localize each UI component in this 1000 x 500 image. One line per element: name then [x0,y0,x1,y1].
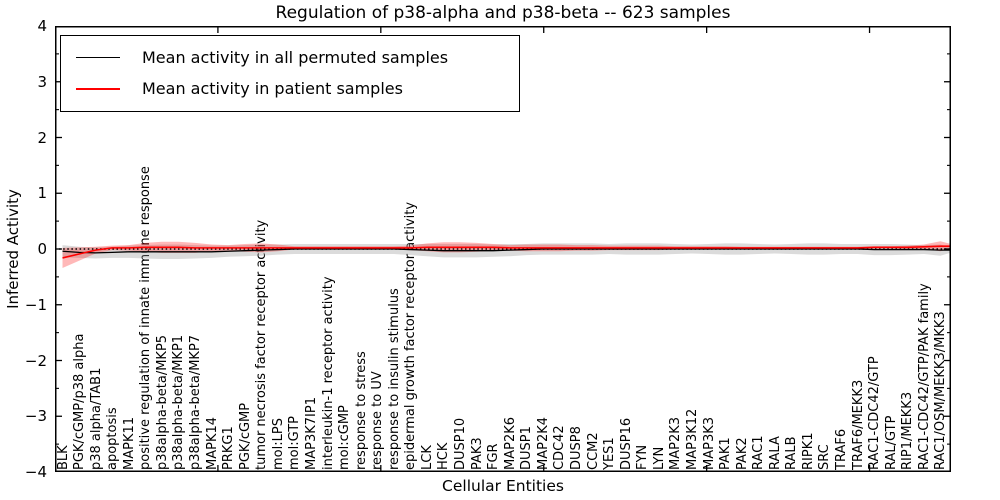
legend-item: Mean activity in patient samples [61,73,519,104]
y-tick-label: −2 [24,351,47,370]
y-tick-label: 1 [37,184,47,203]
legend-line-permuted-icon [76,57,120,58]
x-axis-label: Cellular Entities [442,477,564,495]
legend: Mean activity in all permuted samples Me… [60,35,520,112]
chart-title: Regulation of p38-alpha and p38-beta -- … [275,3,731,23]
y-tick-label: −4 [24,463,47,481]
legend-label-permuted: Mean activity in all permuted samples [142,48,449,67]
y-tick-label: 2 [37,128,47,147]
legend-label-patient: Mean activity in patient samples [142,79,403,98]
y-tick-label: −3 [24,407,47,426]
y-tick-label: 4 [37,17,47,35]
y-tick-label: 3 [37,72,47,91]
y-tick-label: −1 [24,295,47,314]
patient-mean-line [62,245,951,259]
legend-item: Mean activity in all permuted samples [61,42,519,73]
permuted-mean-line [62,248,951,254]
y-tick-label: 0 [37,240,47,258]
plot-area [55,26,951,472]
legend-line-patient-icon [76,87,120,90]
